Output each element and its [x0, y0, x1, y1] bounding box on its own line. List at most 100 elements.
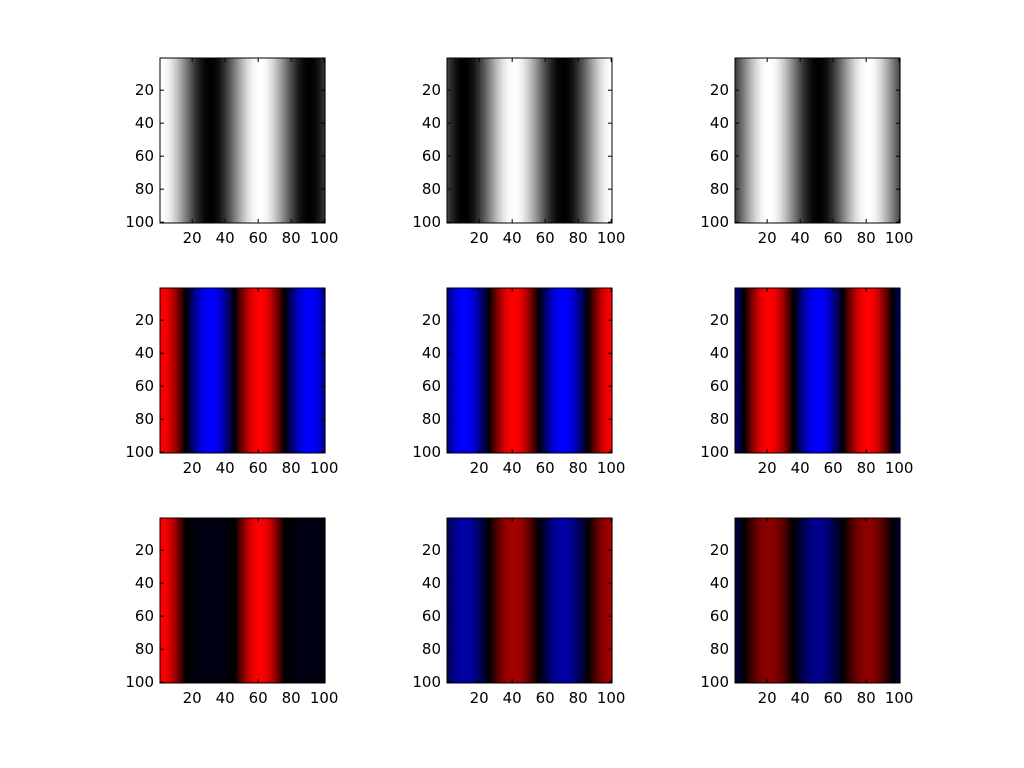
- image-column: [290, 288, 293, 453]
- image-column: [744, 288, 748, 453]
- y-tick-label: 100: [700, 443, 729, 461]
- image-column: [878, 288, 881, 453]
- image-column: [257, 288, 260, 453]
- image-column: [772, 58, 776, 223]
- image-column: [532, 518, 536, 683]
- image-column: [850, 518, 853, 683]
- image-column: [221, 58, 224, 223]
- subplot-6-axes-frame: [734, 287, 901, 454]
- image-column: [164, 58, 168, 223]
- image-column: [197, 518, 201, 683]
- x-tick-label: 40: [791, 689, 810, 707]
- image-column: [769, 58, 772, 223]
- subplot-7-image: [160, 518, 326, 683]
- image-column: [285, 288, 288, 453]
- x-tick-label: 20: [758, 459, 777, 477]
- image-column: [605, 288, 608, 453]
- image-column: [534, 518, 537, 683]
- image-column: [496, 58, 499, 223]
- image-column: [834, 58, 837, 223]
- image-column: [169, 288, 173, 453]
- image-column: [318, 288, 321, 453]
- image-column: [875, 518, 878, 683]
- x-tick-label: 60: [536, 689, 555, 707]
- image-column: [893, 518, 896, 683]
- image-column: [226, 518, 229, 683]
- image-column: [270, 518, 273, 683]
- image-column: [282, 288, 285, 453]
- image-column: [323, 58, 326, 223]
- image-column: [273, 518, 277, 683]
- image-column: [794, 518, 797, 683]
- image-column: [283, 288, 286, 453]
- image-column: [764, 58, 767, 223]
- image-column: [550, 288, 554, 453]
- image-column: [488, 288, 491, 453]
- image-column: [222, 518, 225, 683]
- image-column: [501, 58, 504, 223]
- image-column: [527, 288, 531, 453]
- image-column: [526, 518, 529, 683]
- image-column: [453, 288, 456, 453]
- image-column: [579, 58, 582, 223]
- image-column: [473, 288, 476, 453]
- image-column: [786, 288, 789, 453]
- image-column: [293, 288, 296, 453]
- image-column: [315, 518, 318, 683]
- image-column: [782, 518, 786, 683]
- image-column: [285, 58, 288, 223]
- image-column: [555, 518, 559, 683]
- y-tick-label: 100: [412, 673, 441, 691]
- y-tick-label: 80: [135, 180, 154, 198]
- image-column: [815, 58, 819, 223]
- image-column: [522, 518, 526, 683]
- image-column: [516, 58, 519, 223]
- image-column: [603, 518, 606, 683]
- image-column: [513, 518, 516, 683]
- image-column: [605, 518, 608, 683]
- image-column: [313, 518, 316, 683]
- image-column: [855, 288, 858, 453]
- y-tick-label: 60: [710, 377, 729, 395]
- image-column: [209, 518, 212, 683]
- image-column: [536, 288, 539, 453]
- image-column: [531, 58, 534, 223]
- image-column: [519, 288, 522, 453]
- image-column: [794, 288, 797, 453]
- image-column: [483, 288, 486, 453]
- image-column: [564, 518, 567, 683]
- image-column: [277, 518, 280, 683]
- image-column: [466, 288, 470, 453]
- image-column: [890, 58, 893, 223]
- image-column: [748, 288, 751, 453]
- image-column: [234, 288, 237, 453]
- image-column: [179, 518, 183, 683]
- image-column: [572, 518, 575, 683]
- image-column: [255, 288, 258, 453]
- image-column: [250, 58, 253, 223]
- image-column: [484, 58, 488, 223]
- image-column: [853, 58, 857, 223]
- image-column: [486, 288, 489, 453]
- image-column: [202, 58, 206, 223]
- image-column: [807, 288, 810, 453]
- image-column: [602, 58, 605, 223]
- image-column: [171, 518, 174, 683]
- image-column: [206, 58, 209, 223]
- image-column: [211, 58, 214, 223]
- image-column: [822, 58, 825, 223]
- image-column: [829, 288, 832, 453]
- image-column: [761, 58, 764, 223]
- image-column: [837, 58, 840, 223]
- image-column: [761, 518, 764, 683]
- image-column: [749, 288, 753, 453]
- image-column: [268, 288, 272, 453]
- image-column: [168, 288, 171, 453]
- image-column: [895, 518, 898, 683]
- image-column: [521, 518, 524, 683]
- image-column: [607, 58, 610, 223]
- image-column: [807, 518, 810, 683]
- image-column: [532, 58, 536, 223]
- image-column: [232, 58, 235, 223]
